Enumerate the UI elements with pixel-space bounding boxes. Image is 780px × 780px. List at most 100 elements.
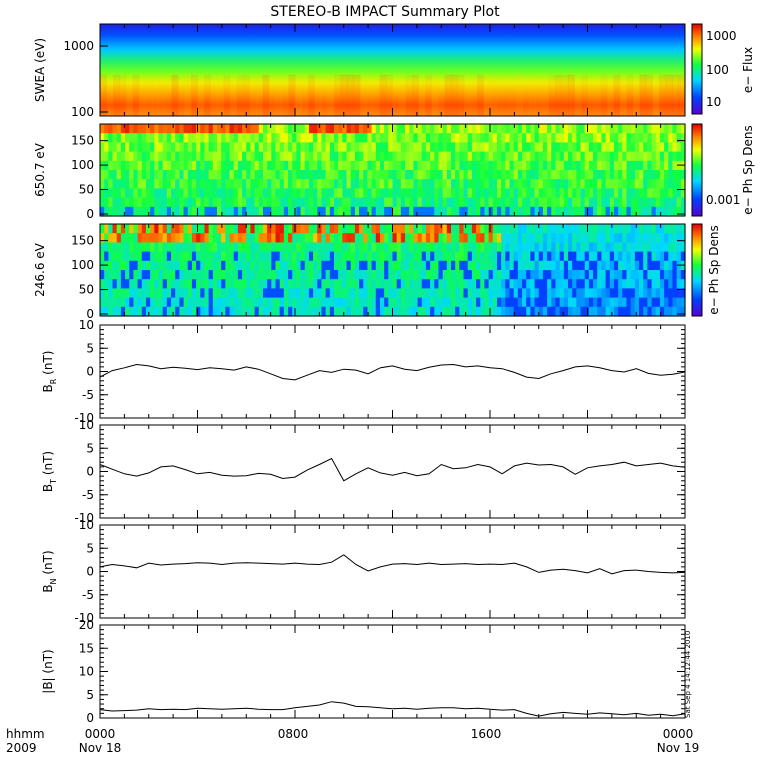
psd246-heatmap-cell [471,242,477,253]
psd650-heatmap-cell [229,179,235,189]
psd650-heatmap-cell [593,197,598,208]
psd650-heatmap-cell [605,124,611,134]
psd650-heatmap-cell [563,124,569,134]
psd650-heatmap-cell [639,179,644,189]
psd246-heatmap-cell [513,279,519,289]
psd650-heatmap-cell [601,151,607,162]
psd650-heatmap-cell [166,133,172,143]
psd246-heatmap-cell [120,306,126,317]
psd246-heatmap-cell [530,297,536,308]
psd246-heatmap-cell [538,251,544,262]
psd650-heatmap-cell [438,142,444,153]
psd650-heatmap-cell [622,188,628,199]
psd650-heatmap-cell [588,142,594,153]
psd650-heatmap-cell [292,142,297,153]
psd246-heatmap-cell [526,288,531,299]
psd246-heatmap-cell [538,270,544,280]
psd650-heatmap-cell [254,133,260,143]
psd246-heatmap-cell [563,279,569,289]
psd246-heatmap-cell [354,260,360,271]
swea-heatmap-stripe [288,74,296,116]
psd246-heatmap-cell [547,224,552,234]
psd650-heatmap-cell [534,206,540,217]
psd246-heatmap-cell [237,251,243,262]
psd246-heatmap-cell [576,279,582,289]
psd650-heatmap-cell [517,197,523,208]
psd650-heatmap-cell [471,160,477,171]
psd650-heatmap-cell [300,142,306,153]
psd246-heatmap-cell [651,288,657,299]
psd650-heatmap-cell [329,179,335,189]
psd246-heatmap-cell [116,288,122,299]
psd650-heatmap-cell [513,188,519,199]
psd650-heatmap-cell [283,170,289,180]
psd650-heatmap-cell [262,142,268,153]
psd650-heatmap-cell [350,160,356,171]
psd246-heatmap-cell [593,224,598,234]
psd246-heatmap-cell [346,288,352,299]
psd650-heatmap-cell [200,142,206,153]
psd246-heatmap-cell [296,306,302,317]
psd246-heatmap-cell [129,270,135,280]
psd650-heatmap-cell [258,206,264,217]
psd650-heatmap-cell [267,197,272,208]
psd246-heatmap-cell [100,251,105,262]
psd650-heatmap-cell [112,133,118,143]
psd246-heatmap-cell [542,242,548,253]
psd650-heatmap-cell [367,142,373,153]
psd650-heatmap-cell [145,133,151,143]
colorbar-flux-label: e− Flux [741,47,755,93]
psd246-heatmap-cell [605,270,611,280]
psd246-heatmap-cell [680,260,686,271]
psd650-heatmap-cell [605,142,611,153]
psd246-heatmap-cell [116,251,122,262]
psd650-heatmap-cell [438,133,444,143]
psd246-heatmap-cell [283,297,289,308]
psd650-heatmap-cell [200,133,206,143]
swea-heatmap-stripe [470,74,478,116]
psd650-heatmap-cell [334,142,339,153]
psd650-heatmap-cell [154,188,160,199]
psd246-heatmap-cell [275,279,281,289]
psd246-heatmap-cell [455,297,460,308]
psd650-heatmap-cell [175,188,180,199]
psd650-heatmap-cell [417,206,423,217]
psd650-heatmap-cell [513,206,519,217]
psd650-heatmap-cell [179,188,185,199]
psd246-heatmap-cell [634,260,640,271]
psd650-heatmap-cell [158,197,164,208]
psd246-heatmap-cell [258,270,264,280]
psd650-heatmap-cell [150,151,155,162]
psd246-heatmap-cell [145,242,151,253]
psd650-heatmap-cell [208,179,214,189]
psd650-heatmap-cell [191,206,197,217]
psd650-heatmap-cell [430,160,435,171]
psd650-heatmap-cell [588,133,594,143]
psd246-heatmap-cell [191,279,197,289]
psd650-heatmap-cell [584,197,590,208]
psd650-heatmap-cell [668,188,674,199]
psd650-heatmap-cell [288,206,293,217]
psd246-heatmap-cell [204,297,210,308]
psd650-heatmap-cell [446,142,452,153]
psd246-heatmap-cell [655,251,661,262]
psd246-heatmap-cell [313,224,318,234]
psd246-heatmap-cell [480,297,486,308]
psd246-heatmap-cell [672,224,678,234]
psd650-heatmap-cell [555,124,561,134]
psd246-heatmap-cell [584,288,590,299]
psd246-heatmap-cell [496,242,502,253]
psd650-heatmap-cell [471,142,477,153]
psd650-heatmap-cell [208,170,214,180]
psd650-heatmap-cell [279,179,285,189]
psd650-heatmap-cell [555,133,561,143]
psd246-heatmap-cell [488,260,494,271]
psd650-heatmap-cell [655,151,661,162]
psd246-heatmap-cell [509,297,515,308]
swea-heatmap-stripe [477,74,484,116]
psd246-heatmap-cell [200,260,206,271]
swea-heatmap-stripe [145,74,153,116]
psd246-heatmap-cell [463,270,469,280]
psd246-heatmap-cell [100,288,105,299]
psd246-heatmap-cell [242,288,247,299]
